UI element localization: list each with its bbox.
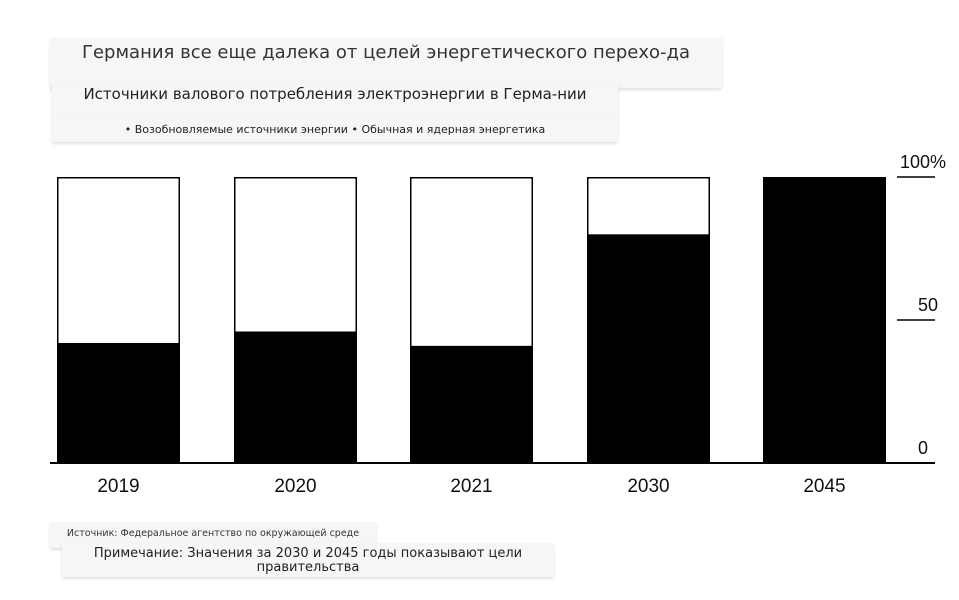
chart-subtitle: Источники валового потребления электроэн… bbox=[52, 82, 618, 122]
y-tick-label: 100% bbox=[900, 152, 946, 172]
x-tick-label: 2020 bbox=[274, 476, 316, 497]
y-ticks-group: 0 50 100% bbox=[897, 152, 946, 458]
bar-2030-series-1 bbox=[587, 177, 710, 235]
bars-group bbox=[57, 177, 886, 464]
bar-2020-series-1 bbox=[234, 177, 357, 332]
x-tick-label: 2045 bbox=[803, 476, 845, 497]
y-tick-label: 50 bbox=[918, 295, 938, 315]
bar-2030-series-0 bbox=[587, 234, 710, 463]
bar-2021-series-0 bbox=[410, 345, 533, 463]
x-tick-label: 2019 bbox=[97, 476, 139, 497]
legend: • Возобновляемые источники энергии • Обы… bbox=[52, 120, 618, 142]
x-tick-label: 2021 bbox=[450, 476, 492, 497]
chart-title: Германия все еще далека от целей энергет… bbox=[50, 38, 722, 88]
note-text: Примечание: Значения за 2030 и 2045 годы… bbox=[62, 543, 554, 577]
bar-2019-series-0 bbox=[57, 342, 180, 463]
legend-item-renewables: • Возобновляемые источники энергии bbox=[124, 123, 348, 136]
legend-item-conventional: • Обычная и ядерная энергетика bbox=[351, 123, 546, 136]
bar-2019-series-1 bbox=[57, 177, 180, 343]
x-tick-label: 2030 bbox=[627, 476, 669, 497]
bar-2021-series-1 bbox=[410, 177, 533, 346]
bar-2045-series-0 bbox=[763, 177, 886, 463]
y-tick-label: 0 bbox=[918, 438, 928, 458]
x-labels-group: 2019 2020 2021 2030 2045 bbox=[97, 476, 845, 497]
bar-2020-series-0 bbox=[234, 331, 357, 463]
